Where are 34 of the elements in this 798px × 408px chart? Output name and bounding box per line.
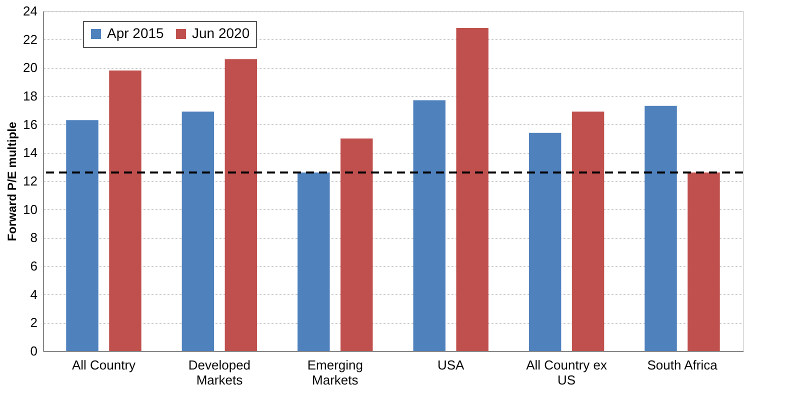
- y-tick-label: 0: [30, 344, 38, 358]
- bar: [182, 112, 214, 351]
- y-tick-label: 2: [30, 315, 38, 330]
- y-tick-label: 14: [23, 145, 38, 160]
- y-tick-label: 10: [23, 202, 38, 217]
- y-tick-label: 16: [23, 116, 38, 132]
- x-tick-label: All Country: [72, 358, 136, 372]
- bar: [456, 28, 488, 351]
- x-tick-label: Emerging Markets: [307, 358, 363, 388]
- bar: [572, 112, 604, 351]
- y-tick-label: 24: [23, 4, 38, 18]
- x-tick-label: Developed Markets: [188, 358, 251, 388]
- legend-label: Jun 2020: [192, 25, 250, 41]
- y-tick-label: 20: [23, 60, 38, 76]
- y-tick-label: 8: [30, 230, 38, 246]
- bar: [528, 132, 562, 351]
- bar: [109, 70, 142, 351]
- x-tick-label: USA: [437, 358, 465, 372]
- bar: [688, 172, 720, 351]
- x-tick-label: All Country ex US: [526, 358, 608, 388]
- bar: [413, 100, 446, 351]
- y-axis-title: Forward P/E multiple: [5, 122, 20, 242]
- y-tick-label: 6: [30, 258, 38, 274]
- y-tick-label: 18: [23, 88, 38, 104]
- x-tick-label: South Africa: [647, 358, 718, 372]
- y-tick-label: 22: [23, 32, 38, 47]
- bar: [224, 59, 258, 351]
- y-tick-label: 4: [30, 286, 38, 302]
- bar: [340, 138, 373, 351]
- bar: [66, 120, 98, 351]
- bar: [298, 172, 330, 351]
- bar: [644, 106, 677, 351]
- y-tick-label: 12: [23, 174, 38, 188]
- legend-label: Apr 2015: [107, 25, 164, 41]
